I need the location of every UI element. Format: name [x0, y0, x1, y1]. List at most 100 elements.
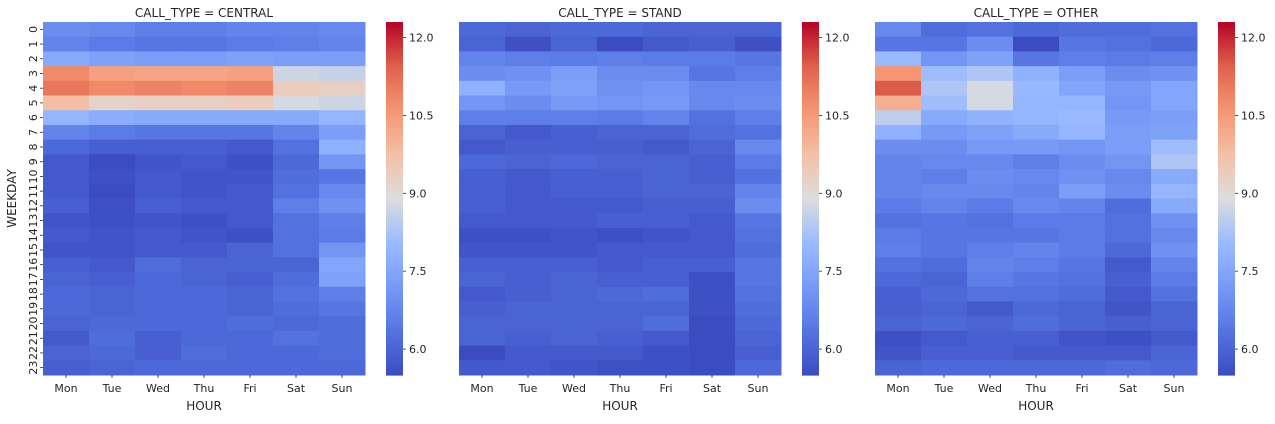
heatmap-cell — [319, 154, 366, 170]
heatmap-cell — [1151, 124, 1198, 141]
heatmap-cell — [967, 95, 1014, 111]
colorbar-segment — [386, 254, 403, 258]
colorbar-segment — [1218, 51, 1235, 55]
colorbar-segment — [386, 248, 403, 253]
colorbar-segment — [1218, 324, 1235, 329]
heatmap-cell — [505, 169, 552, 185]
heatmap-cell — [1059, 227, 1106, 244]
heatmap-cell — [273, 301, 320, 317]
colorbar-segment — [1218, 80, 1235, 85]
heatmap-cell — [181, 360, 228, 376]
colorbar-segment — [802, 189, 819, 194]
colorbar-segment — [1218, 219, 1235, 223]
colorbar-segment — [386, 283, 403, 288]
heatmap-cell — [967, 272, 1014, 288]
heatmap-cell — [135, 242, 182, 258]
heatmap-cell — [43, 139, 90, 155]
colorbar-segment — [1218, 204, 1235, 208]
x-tick-label: Fri — [1075, 382, 1088, 395]
colorbar-segment — [802, 263, 819, 267]
heatmap-cell — [1013, 124, 1060, 141]
heatmap-cell — [135, 154, 182, 170]
colorbar-segment — [1218, 174, 1235, 179]
colorbar-segment — [802, 354, 819, 358]
colorbar-segment — [1218, 45, 1235, 50]
colorbar-segment — [802, 257, 819, 261]
colorbar-segment — [802, 57, 819, 61]
heatmap-cell — [597, 51, 644, 67]
heatmap-cell — [643, 242, 690, 258]
heatmap-cell — [135, 198, 182, 214]
colorbar-segment — [386, 372, 403, 376]
colorbar-segment — [802, 342, 819, 347]
colorbar-segment — [386, 98, 403, 103]
heatmap-cell — [551, 360, 598, 376]
heatmap-cell — [1059, 330, 1106, 347]
colorbar-segment — [802, 277, 819, 282]
heatmap-cell — [505, 183, 552, 199]
heatmap-cell — [505, 242, 552, 258]
heatmap-cell — [551, 242, 598, 258]
colorbar-segment — [1218, 22, 1235, 26]
colorbar-segment — [1218, 369, 1235, 373]
heatmap-cell — [459, 272, 506, 288]
heatmap-cell — [1059, 124, 1106, 141]
heatmap-cell — [1013, 198, 1060, 214]
heatmap-cell — [735, 22, 782, 38]
heatmap-cell — [319, 169, 366, 185]
heatmap-cell — [1059, 198, 1106, 214]
heatmap-cell — [597, 36, 644, 52]
colorbar-segment — [802, 110, 819, 114]
colorbar-segment — [802, 107, 819, 111]
colorbar-segment — [386, 192, 403, 197]
colorbar-segment — [386, 251, 403, 255]
colorbar-segment — [386, 110, 403, 114]
heatmap-cell — [459, 110, 506, 126]
y-tick-label: 5 — [27, 99, 40, 106]
y-tick-label: 0 — [27, 26, 40, 33]
heatmap-cell — [89, 110, 136, 126]
colorbar-segment — [386, 260, 403, 264]
heatmap-cell — [1059, 257, 1106, 273]
colorbar-segment — [386, 104, 403, 108]
heatmap-cell — [1105, 124, 1152, 141]
heatmap-cell — [273, 345, 320, 361]
colorbar-segment — [1218, 266, 1235, 270]
colorbar-segment — [386, 204, 403, 208]
heatmap-cell — [1151, 316, 1198, 332]
colorbar-segment — [1218, 319, 1235, 323]
colorbar-segment — [802, 33, 819, 38]
heatmap-cell — [273, 330, 320, 347]
x-tick-label: Sun — [1164, 382, 1185, 395]
colorbar-segment — [1218, 245, 1235, 250]
heatmap-cell — [1151, 257, 1198, 273]
heatmap-cell — [181, 66, 228, 82]
colorbar-segment — [386, 142, 403, 147]
colorbar-segment — [386, 224, 403, 229]
colorbar-segment — [802, 104, 819, 108]
heatmap-cell — [597, 198, 644, 214]
colorbar-segment — [1218, 227, 1235, 232]
colorbar-segment — [386, 201, 403, 205]
colorbar-segment — [386, 172, 403, 176]
heatmap-cell — [135, 80, 182, 97]
heatmap-cell — [643, 198, 690, 214]
heatmap-cell — [689, 257, 736, 273]
heatmap-cell — [597, 169, 644, 185]
colorbar-segment — [802, 101, 819, 105]
colorbar-segment — [386, 119, 403, 123]
heatmap-cell — [43, 169, 90, 185]
heatmap-cell — [1059, 66, 1106, 82]
colorbar-segment — [386, 166, 403, 170]
colorbar-segment — [386, 77, 403, 82]
heatmap-cell — [597, 227, 644, 244]
colorbar-segment — [386, 89, 403, 94]
heatmap-cell — [875, 242, 922, 258]
heatmap-cell — [319, 183, 366, 199]
colorbar-segment — [1218, 124, 1235, 129]
heatmap-cell — [551, 227, 598, 244]
colorbar-segment — [1218, 83, 1235, 88]
heatmap-cell — [227, 22, 274, 38]
heatmap-cell — [319, 95, 366, 111]
heatmap-cell — [459, 213, 506, 229]
